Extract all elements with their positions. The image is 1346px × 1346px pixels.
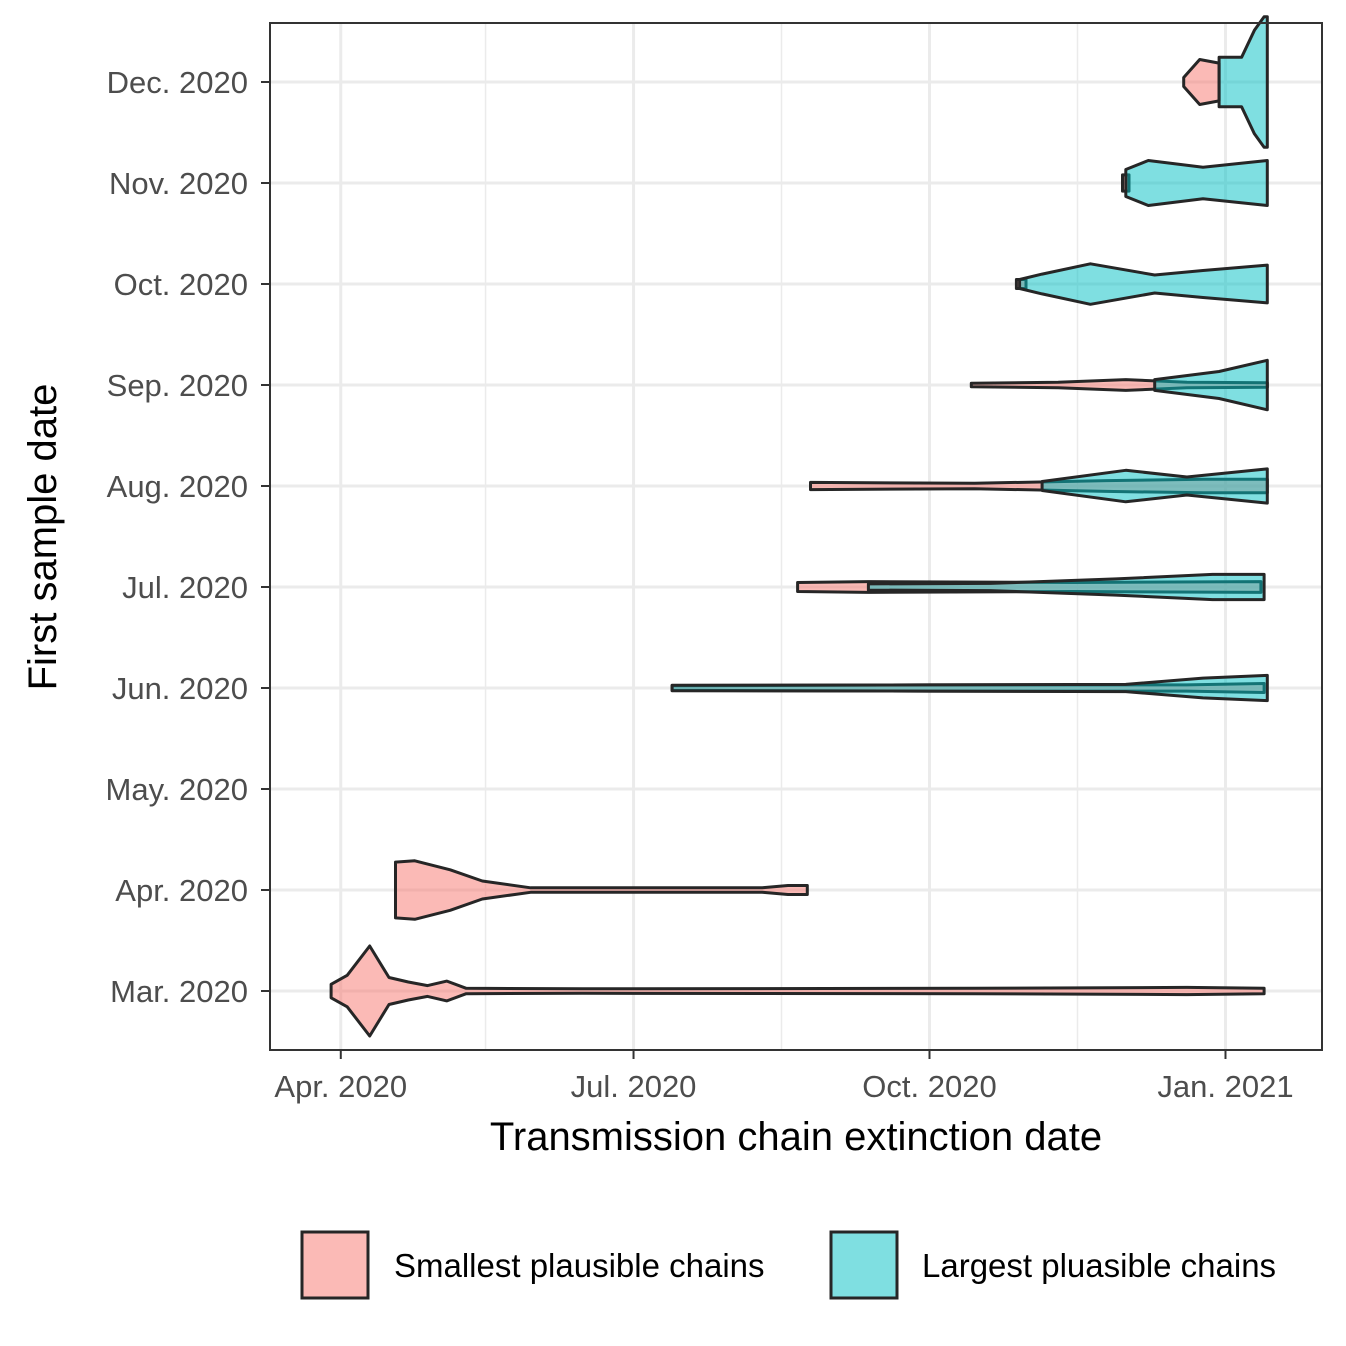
violin-largest-jul-2020 xyxy=(866,572,1266,602)
violin-largest-sep-2020 xyxy=(1153,358,1269,412)
x-tick-label: Jul. 2020 xyxy=(571,1069,697,1104)
y-tick-label: Sep. 2020 xyxy=(107,368,248,403)
y-tick-label: Jul. 2020 xyxy=(122,570,248,605)
legend-key-largest xyxy=(829,1230,899,1300)
y-tick-label: Mar. 2020 xyxy=(110,974,248,1009)
legend-label-largest: Largest pluasible chains xyxy=(922,1247,1276,1284)
y-tick-label: Oct. 2020 xyxy=(114,267,248,302)
axes: Apr. 2020 Jul. 2020 Oct. 2020 Jan. 2021 Mar.… xyxy=(106,65,1294,1104)
violin-largest-aug-2020 xyxy=(1040,467,1269,505)
panel-border xyxy=(269,22,1323,1051)
y-tick-label: Aug. 2020 xyxy=(107,469,248,504)
violin-smallest-mar-2020 xyxy=(329,944,1266,1038)
y-tick-label: Apr. 2020 xyxy=(115,873,248,908)
x-tick-label: Apr. 2020 xyxy=(274,1069,407,1104)
y-axis-title: First sample date xyxy=(21,384,65,691)
x-tick-label: Oct. 2020 xyxy=(862,1069,996,1104)
legend-key-smallest xyxy=(300,1230,370,1300)
violin-largest-dec-2020 xyxy=(1217,15,1269,149)
x-axis-title: Transmission chain extinction date xyxy=(490,1115,1102,1159)
y-tick-label: Nov. 2020 xyxy=(109,166,248,201)
violins xyxy=(329,15,1269,1038)
violin-smallest-apr-2020 xyxy=(394,859,809,921)
violin-largest-nov-2020 xyxy=(1124,159,1269,207)
y-tick-label: Jun. 2020 xyxy=(112,671,248,706)
violin-largest-oct-2020 xyxy=(1018,262,1269,306)
y-tick-label: May. 2020 xyxy=(106,772,248,807)
legend: Smallest plausible chains Largest pluasib… xyxy=(300,1230,1276,1300)
violin-largest-jun-2020 xyxy=(670,673,1269,703)
x-tick-label: Jan. 2021 xyxy=(1157,1069,1293,1104)
y-tick-label: Dec. 2020 xyxy=(107,65,248,100)
legend-label-smallest: Smallest plausible chains xyxy=(394,1247,765,1284)
